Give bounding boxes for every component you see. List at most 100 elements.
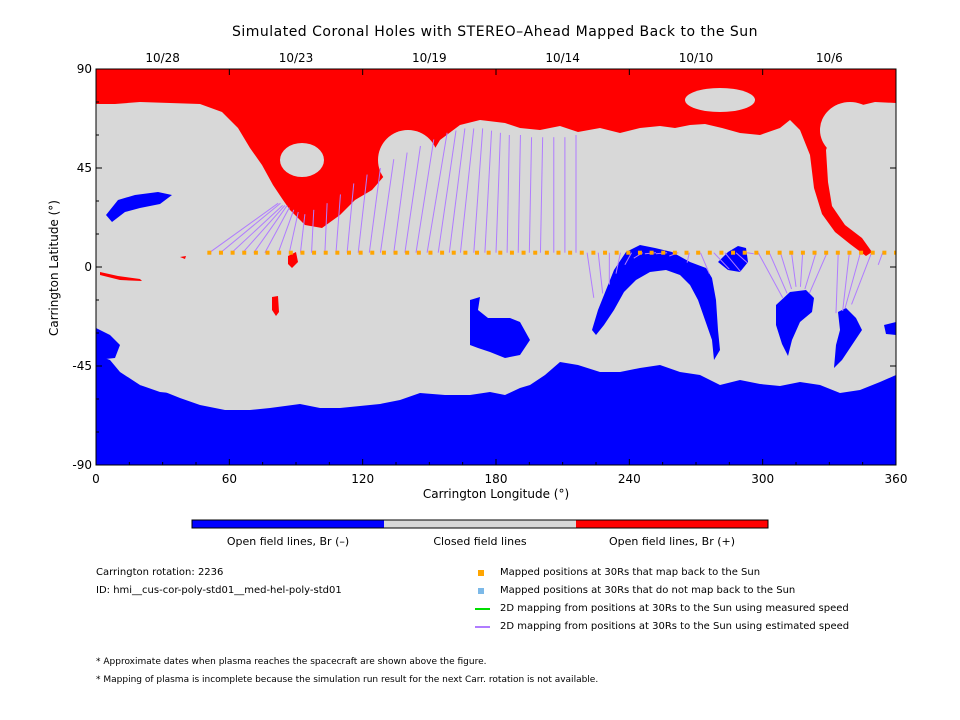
mapped-point-16 [393, 250, 398, 255]
mapping-line-28 [528, 137, 533, 253]
mapped-point-31 [568, 250, 573, 255]
mapping-line-36 [615, 252, 621, 274]
mapped-point-11 [335, 250, 340, 255]
mapped-point-53 [824, 250, 829, 255]
x-tick-label-3: 180 [485, 472, 508, 486]
mapping-line-51 [791, 252, 797, 287]
mapped-point-39 [661, 250, 666, 255]
mapped-point-14 [370, 250, 375, 255]
mapped-point-26 [509, 250, 514, 255]
mapped-point-42 [696, 250, 701, 255]
mapped-point-37 [637, 250, 642, 255]
mapping-line-21 [448, 128, 466, 253]
mapping-line-43 [699, 252, 710, 274]
run-id-text: ID: hmi__cus-cor-poly-std01__med-hel-pol… [96, 585, 342, 596]
y-tick-label-2: 0 [84, 260, 92, 274]
y-tick-label-1: 45 [77, 161, 92, 175]
mapped-point-54 [835, 250, 840, 255]
mapped-point-7 [288, 250, 293, 255]
legend-measured-label: 2D mapping from positions at 30Rs to the… [500, 603, 849, 614]
chart-title: Simulated Coronal Holes with STEREO–Ahea… [232, 24, 758, 40]
negative-hole-far-east [834, 308, 862, 368]
mapped-point-19 [428, 250, 433, 255]
mapping-line-7 [288, 211, 299, 253]
mapping-line-14 [368, 167, 381, 253]
mapping-line-53 [804, 252, 817, 290]
top-date-label-5: 10/6 [816, 51, 843, 65]
mapped-point-2 [230, 250, 235, 255]
mapped-point-43 [707, 250, 712, 255]
footnote-incomplete: * Mapping of plasma is incomplete becaus… [96, 675, 599, 685]
mapping-line-8 [299, 214, 306, 253]
mapping-line-58 [851, 252, 873, 305]
y-tick-label-4: -90 [72, 458, 92, 472]
mapping-line-15 [379, 159, 395, 253]
mapped-point-48 [765, 250, 770, 255]
mapped-point-47 [754, 250, 759, 255]
y-tick-label-3: -45 [72, 359, 92, 373]
mapped-point-56 [859, 250, 864, 255]
mapping-line-37 [624, 252, 632, 266]
mapped-point-18 [416, 250, 421, 255]
colorbar: Open field lines, Br (–) Closed field li… [191, 519, 769, 548]
mapping-line-24 [484, 130, 493, 253]
mapped-point-40 [672, 250, 677, 255]
closed-island-2 [378, 130, 438, 190]
mapped-point-49 [777, 250, 782, 255]
colorbar-frame [191, 519, 769, 529]
mapping-line-22 [459, 128, 475, 253]
mapping-line-57 [844, 252, 861, 309]
mapping-line-17 [404, 145, 421, 253]
legend-mapped-label: Mapped positions at 30Rs that map back t… [500, 567, 761, 578]
mapped-point-36 [626, 250, 631, 255]
mapping-line-34 [597, 252, 604, 294]
top-date-label-1: 10/23 [279, 51, 314, 65]
colorbar-label-negative: Open field lines, Br (–) [227, 535, 349, 548]
y-axis-label: Carrington Latitude (°) [47, 200, 61, 336]
mapped-point-28 [533, 250, 538, 255]
positive-patch-2 [288, 252, 298, 268]
mapped-point-34 [603, 250, 608, 255]
mapping-line-25 [495, 132, 501, 253]
x-tick-label-0: 0 [92, 472, 100, 486]
negative-hole-south-center [470, 297, 530, 358]
negative-hole-southeast [776, 290, 814, 356]
mapped-point-30 [556, 250, 561, 255]
mapping-line-52 [799, 252, 804, 287]
mapped-point-3 [242, 250, 247, 255]
mapping-line-13 [357, 174, 368, 253]
mapping-line-56 [842, 252, 850, 312]
mapping-line-33 [586, 252, 595, 298]
mapped-point-13 [358, 250, 363, 255]
x-tick-label-1: 60 [222, 472, 237, 486]
mapping-line-44 [713, 252, 730, 270]
mapping-line-19 [426, 132, 448, 253]
mapping-line-5 [264, 207, 290, 253]
mapped-point-50 [789, 250, 794, 255]
mapping-line-29 [539, 137, 544, 253]
mapped-point-5 [265, 250, 270, 255]
mapped-point-23 [475, 250, 480, 255]
carrington-rotation-text: Carrington rotation: 2236 [96, 567, 224, 578]
mapped-point-22 [463, 250, 468, 255]
mapping-line-9 [311, 209, 315, 253]
mapped-point-10 [323, 250, 328, 255]
mapped-point-33 [591, 250, 596, 255]
mapped-point-45 [731, 250, 736, 255]
y-tick-label-0: 90 [77, 62, 92, 76]
colorbar-label-closed: Closed field lines [433, 535, 527, 548]
mapped-point-29 [544, 250, 549, 255]
mapping-line-16 [393, 152, 408, 253]
mapped-point-24 [486, 250, 491, 255]
mapped-point-55 [847, 250, 852, 255]
top-date-label-4: 10/10 [679, 51, 714, 65]
footnote-dates: * Approximate dates when plasma reaches … [96, 657, 487, 667]
mapping-line-23 [473, 128, 484, 253]
mapping-line-48 [757, 252, 784, 299]
mapping-line-26 [506, 134, 510, 253]
mapped-point-51 [800, 250, 805, 255]
south-negative-bay [96, 328, 120, 360]
map-area [96, 69, 896, 465]
mapping-line-1 [220, 202, 281, 254]
mapping-line-11 [335, 194, 341, 253]
